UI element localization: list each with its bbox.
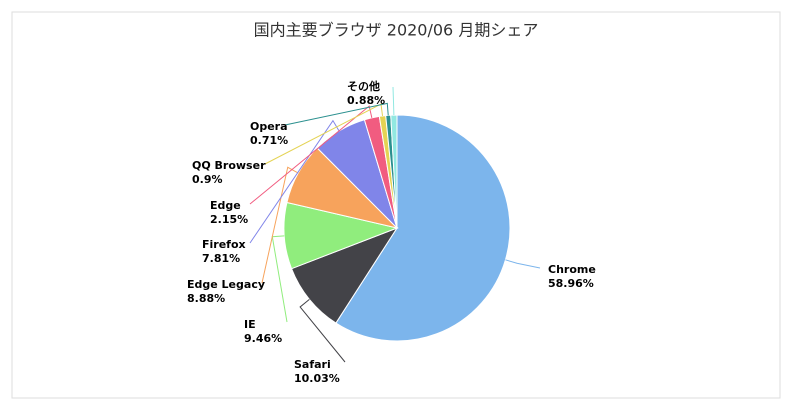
connector [249, 105, 373, 205]
connector [284, 102, 389, 126]
data-label-name: Chrome [548, 263, 596, 276]
data-label-value: 9.46% [244, 332, 282, 345]
data-label-name: QQ Browser [192, 159, 266, 172]
data-label-name: Safari [294, 358, 331, 371]
data-label-name: その他 [347, 79, 380, 93]
data-label-value: 7.81% [202, 252, 240, 265]
connector [261, 166, 299, 284]
data-label-value: 0.71% [250, 134, 288, 147]
chart-title: 国内主要ブラウザ 2020/06 月期シェア [254, 21, 539, 40]
data-label-value: 2.15% [210, 213, 248, 226]
connector [392, 86, 395, 116]
data-label-name: Opera [250, 120, 288, 133]
data-label-name: Firefox [202, 238, 246, 251]
connector [249, 119, 340, 244]
pie-slice [290, 226, 399, 324]
data-label-name: Edge Legacy [187, 278, 265, 291]
data-label-value: 8.88% [187, 292, 225, 305]
connector [264, 103, 384, 165]
data-label-value: 0.9% [192, 173, 223, 186]
data-label-value: 10.03% [294, 372, 340, 385]
connector [505, 259, 541, 269]
data-label-value: 0.88% [347, 94, 385, 107]
connector [299, 299, 346, 363]
data-label-value: 58.96% [548, 277, 594, 290]
data-label-name: Edge [210, 199, 241, 212]
data-label-name: IE [244, 318, 256, 331]
